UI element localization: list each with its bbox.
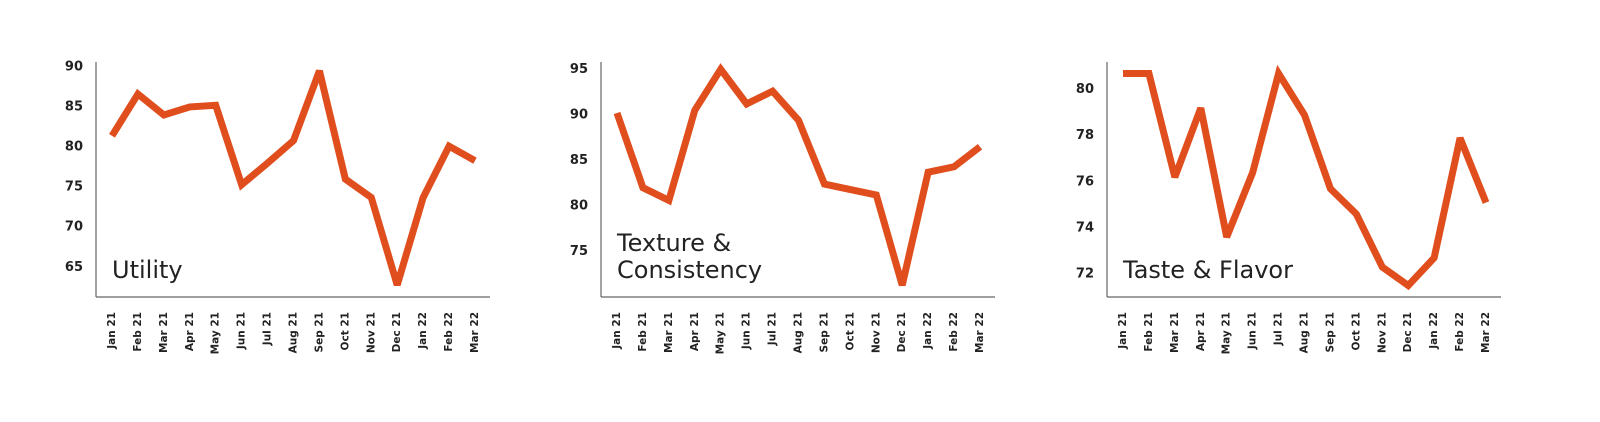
x-tick-label: Mar 21	[663, 312, 675, 353]
x-tick-label: Nov 21	[870, 312, 882, 353]
y-tick-label: 95	[570, 62, 588, 77]
x-tick-label: Jan 21	[1117, 312, 1129, 350]
x-tick-label: May 21	[715, 312, 727, 354]
x-tick-label: Dec 21	[896, 312, 908, 352]
x-tick-label: Dec 21	[1402, 312, 1414, 352]
data-line	[613, 63, 983, 287]
x-tick-label: Oct 21	[844, 312, 856, 350]
x-tick-label: Jan 22	[417, 312, 429, 350]
x-tick-label: Oct 21	[339, 312, 351, 350]
x-tick-label: Apr 21	[184, 312, 196, 351]
y-tick-label: 72	[1076, 266, 1094, 281]
x-tick-label: Feb 22	[443, 312, 455, 352]
x-tick-label: Jun 21	[1247, 312, 1259, 350]
x-tick-label: Mar 21	[158, 312, 170, 353]
x-tick-label: Nov 21	[1376, 312, 1388, 353]
y-tick-label: 90	[570, 107, 588, 122]
y-tick-label: 80	[570, 198, 588, 213]
x-tick-label: Nov 21	[365, 312, 377, 353]
x-tick-label: Mar 22	[1480, 312, 1492, 353]
data-line	[109, 69, 477, 286]
y-tick-label: 85	[65, 99, 83, 114]
y-tick-label: 75	[570, 244, 588, 259]
x-tick-label: Jan 21	[106, 312, 118, 350]
y-tick-label: 76	[1076, 174, 1094, 189]
x-tick-label: Feb 22	[1454, 312, 1466, 352]
x-tick-label: Oct 21	[1350, 312, 1362, 350]
y-tick-label: 65	[65, 260, 83, 275]
y-tick-label: 75	[65, 180, 83, 195]
x-tick-label: Apr 21	[689, 312, 701, 351]
y-tick-label: 85	[570, 153, 588, 168]
x-tick-label: Jun 21	[741, 312, 753, 350]
data-line	[1123, 64, 1490, 291]
x-tick-label: Jul 21	[767, 312, 779, 346]
chart-title: Utility	[112, 256, 183, 284]
y-tick-label: 90	[65, 59, 83, 74]
x-tick-label: Feb 21	[637, 312, 649, 352]
x-tick-label: Mar 21	[1169, 312, 1181, 353]
y-tick-label: 78	[1076, 128, 1094, 143]
x-tick-label: Jan 22	[1428, 312, 1440, 350]
x-tick-label: Apr 21	[1195, 312, 1207, 351]
chart-title: Taste & Flavor	[1123, 256, 1293, 284]
x-tick-label: Mar 22	[974, 312, 986, 353]
chart-title: Texture & Consistency	[617, 229, 763, 284]
x-tick-label: Aug 21	[1299, 312, 1311, 353]
x-tick-label: Sep 21	[313, 312, 325, 352]
x-tick-label: May 21	[210, 312, 222, 354]
x-tick-label: Feb 21	[132, 312, 144, 352]
x-tick-label: Jan 22	[922, 312, 934, 350]
y-tick-label: 80	[1076, 82, 1094, 97]
x-tick-label: Feb 22	[948, 312, 960, 352]
y-tick-label: 70	[65, 220, 83, 235]
x-tick-label: Jul 21	[1273, 312, 1285, 346]
y-tick-label: 74	[1076, 220, 1094, 235]
y-tick-label: 80	[65, 140, 83, 155]
x-tick-label: Aug 21	[793, 312, 805, 353]
x-tick-label: May 21	[1221, 312, 1233, 354]
x-tick-label: Aug 21	[288, 312, 300, 353]
x-tick-label: Dec 21	[391, 312, 403, 352]
x-tick-label: Feb 21	[1143, 312, 1155, 352]
x-tick-label: Jan 21	[611, 312, 623, 350]
x-tick-label: Mar 22	[469, 312, 481, 353]
x-tick-label: Sep 21	[818, 312, 830, 352]
x-tick-label: Sep 21	[1324, 312, 1336, 352]
x-tick-label: Jun 21	[236, 312, 248, 350]
x-tick-label: Jul 21	[262, 312, 274, 346]
